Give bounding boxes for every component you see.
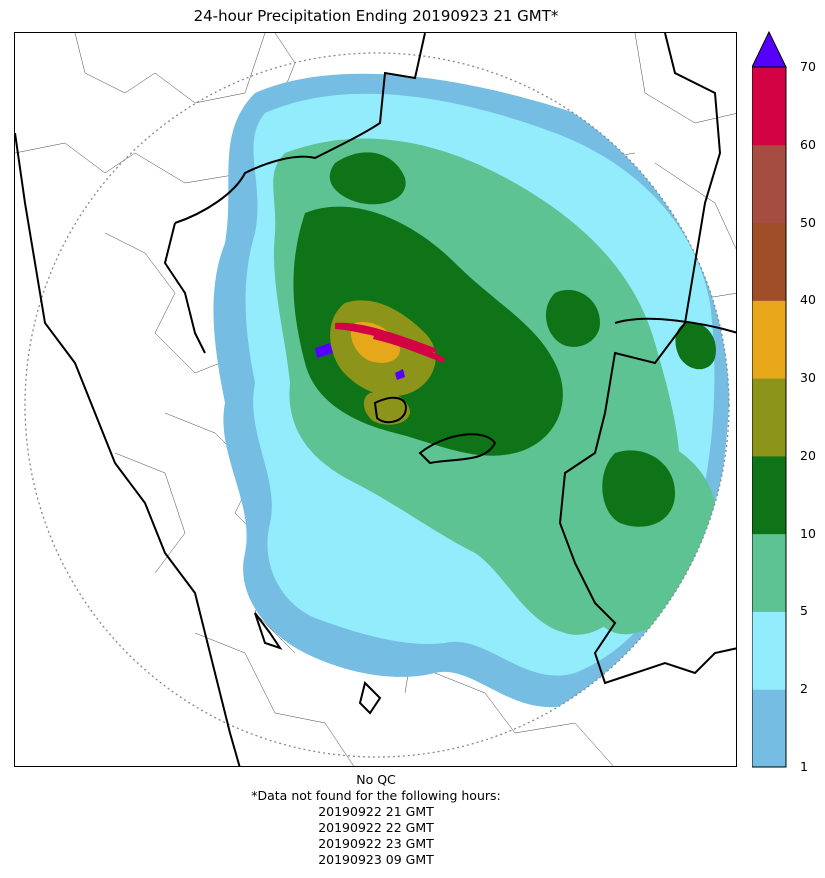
colorbar-band bbox=[752, 67, 786, 146]
missing-hour: 20190923 09 GMT bbox=[318, 852, 434, 867]
colorbar-band bbox=[752, 378, 786, 457]
missing-hour: 20190922 23 GMT bbox=[318, 836, 434, 851]
colorbar-band bbox=[752, 455, 786, 535]
colorbar-tick-label: 50 bbox=[800, 214, 816, 230]
colorbar-band bbox=[752, 222, 786, 301]
map-canvas bbox=[15, 33, 736, 766]
colorbar-tick-label: 40 bbox=[800, 292, 816, 308]
qc-note: No QC bbox=[356, 772, 396, 787]
colorbar-band bbox=[752, 300, 786, 379]
colorbar-tick-label: 10 bbox=[800, 525, 816, 541]
missing-data-header: *Data not found for the following hours: bbox=[251, 788, 501, 803]
colorbar-tick-label: 5 bbox=[800, 603, 808, 619]
colorbar-band bbox=[752, 611, 786, 690]
precipitation-field bbox=[213, 73, 729, 708]
missing-hour: 20190922 21 GMT bbox=[318, 804, 434, 819]
precipitation-map[interactable] bbox=[14, 32, 737, 767]
colorbar-band bbox=[752, 144, 786, 224]
colorbar-tick-label: 70 bbox=[800, 59, 816, 74]
missing-hour: 20190922 22 GMT bbox=[318, 820, 434, 835]
map-title: 24-hour Precipitation Ending 20190923 21… bbox=[193, 7, 559, 25]
colorbar-tick-label: 30 bbox=[800, 370, 816, 386]
colorbar-band bbox=[752, 689, 786, 768]
state-boundaries bbox=[15, 33, 736, 766]
colorbar-tick-label: 60 bbox=[800, 136, 816, 152]
map-footer: No QC *Data not found for the following … bbox=[14, 772, 738, 868]
colorbar-band bbox=[752, 533, 786, 612]
colorbar-tick-label: 1 bbox=[800, 759, 808, 774]
colorbar-tick-label: 2 bbox=[800, 681, 808, 697]
colorbar-tick-label: 20 bbox=[800, 447, 816, 463]
colorbar-extend-arrow bbox=[752, 30, 787, 68]
radar-range-ring bbox=[24, 52, 730, 758]
precipitation-colorbar bbox=[752, 30, 787, 768]
